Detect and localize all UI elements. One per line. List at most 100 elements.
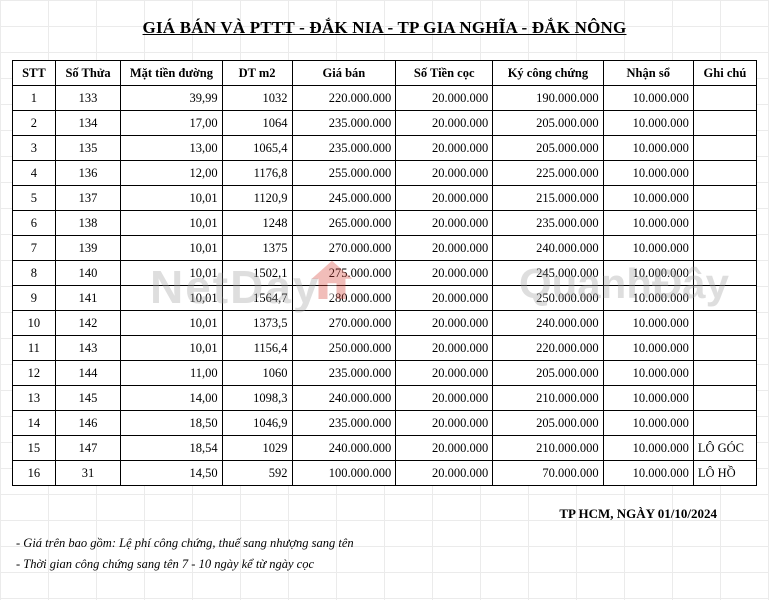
cell-mt: 10,01: [121, 211, 222, 236]
col-header-gia: Giá bán: [292, 61, 396, 86]
table-body: 113339,991032220.000.00020.000.000190.00…: [13, 86, 757, 486]
cell-stt: 16: [13, 461, 56, 486]
cell-dt: 1502,1: [222, 261, 292, 286]
cell-ghi: [693, 136, 756, 161]
table-row: 914110,011564,7280.000.00020.000.000250.…: [13, 286, 757, 311]
cell-nhan: 10.000.000: [603, 161, 693, 186]
cell-ghi: [693, 236, 756, 261]
cell-ghi: [693, 336, 756, 361]
table-row: 1414618,501046,9235.000.00020.000.000205…: [13, 411, 757, 436]
cell-gia: 100.000.000: [292, 461, 396, 486]
table-row: 1214411,001060235.000.00020.000.000205.0…: [13, 361, 757, 386]
cell-nhan: 10.000.000: [603, 136, 693, 161]
cell-thua: 31: [55, 461, 120, 486]
cell-coc: 20.000.000: [396, 161, 493, 186]
col-header-nhan: Nhận sổ: [603, 61, 693, 86]
cell-mt: 17,00: [121, 111, 222, 136]
content-area: GIÁ BÁN VÀ PTTT - ĐẮK NIA - TP GIA NGHĨA…: [0, 0, 769, 572]
cell-nhan: 10.000.000: [603, 236, 693, 261]
cell-mt: 14,00: [121, 386, 222, 411]
price-table: STT Số Thửa Mặt tiền đường DT m2 Giá bán…: [12, 60, 757, 486]
cell-nhan: 10.000.000: [603, 111, 693, 136]
cell-coc: 20.000.000: [396, 311, 493, 336]
cell-mt: 18,54: [121, 436, 222, 461]
cell-mt: 39,99: [121, 86, 222, 111]
cell-mt: 10,01: [121, 286, 222, 311]
cell-dt: 1060: [222, 361, 292, 386]
cell-nhan: 10.000.000: [603, 311, 693, 336]
col-header-stt: STT: [13, 61, 56, 86]
cell-gia: 235.000.000: [292, 136, 396, 161]
cell-thua: 134: [55, 111, 120, 136]
cell-coc: 20.000.000: [396, 111, 493, 136]
cell-stt: 12: [13, 361, 56, 386]
cell-nhan: 10.000.000: [603, 336, 693, 361]
cell-dt: 1032: [222, 86, 292, 111]
cell-mt: 10,01: [121, 186, 222, 211]
cell-nhan: 10.000.000: [603, 361, 693, 386]
page-title: GIÁ BÁN VÀ PTTT - ĐẮK NIA - TP GIA NGHĨA…: [12, 18, 757, 38]
cell-dt: 1120,9: [222, 186, 292, 211]
cell-dt: 1046,9: [222, 411, 292, 436]
table-row: 113339,991032220.000.00020.000.000190.00…: [13, 86, 757, 111]
cell-dt: 1375: [222, 236, 292, 261]
cell-stt: 1: [13, 86, 56, 111]
cell-kcc: 70.000.000: [493, 461, 603, 486]
table-row: 213417,001064235.000.00020.000.000205.00…: [13, 111, 757, 136]
cell-stt: 4: [13, 161, 56, 186]
cell-ghi: [693, 111, 756, 136]
cell-stt: 9: [13, 286, 56, 311]
cell-coc: 20.000.000: [396, 136, 493, 161]
notes-block: - Giá trên bao gồm: Lệ phí công chứng, t…: [12, 536, 757, 572]
cell-coc: 20.000.000: [396, 261, 493, 286]
cell-stt: 3: [13, 136, 56, 161]
cell-ghi: [693, 411, 756, 436]
cell-coc: 20.000.000: [396, 436, 493, 461]
cell-kcc: 215.000.000: [493, 186, 603, 211]
col-header-mt: Mặt tiền đường: [121, 61, 222, 86]
cell-stt: 7: [13, 236, 56, 261]
cell-thua: 141: [55, 286, 120, 311]
cell-ghi: [693, 186, 756, 211]
cell-ghi: [693, 86, 756, 111]
cell-thua: 144: [55, 361, 120, 386]
cell-mt: 13,00: [121, 136, 222, 161]
cell-nhan: 10.000.000: [603, 386, 693, 411]
cell-stt: 14: [13, 411, 56, 436]
table-row: 1514718,541029240.000.00020.000.000210.0…: [13, 436, 757, 461]
cell-thua: 145: [55, 386, 120, 411]
cell-ghi: LÔ GÓC: [693, 436, 756, 461]
table-row: 814010,011502,1275.000.00020.000.000245.…: [13, 261, 757, 286]
cell-stt: 11: [13, 336, 56, 361]
cell-thua: 133: [55, 86, 120, 111]
cell-stt: 10: [13, 311, 56, 336]
cell-gia: 270.000.000: [292, 236, 396, 261]
cell-ghi: [693, 386, 756, 411]
table-row: 1114310,011156,4250.000.00020.000.000220…: [13, 336, 757, 361]
cell-nhan: 10.000.000: [603, 461, 693, 486]
cell-gia: 240.000.000: [292, 386, 396, 411]
table-row: 1014210,011373,5270.000.00020.000.000240…: [13, 311, 757, 336]
cell-coc: 20.000.000: [396, 286, 493, 311]
cell-coc: 20.000.000: [396, 361, 493, 386]
note-line: - Giá trên bao gồm: Lệ phí công chứng, t…: [16, 536, 757, 551]
cell-dt: 1176,8: [222, 161, 292, 186]
cell-coc: 20.000.000: [396, 186, 493, 211]
cell-gia: 265.000.000: [292, 211, 396, 236]
cell-mt: 10,01: [121, 261, 222, 286]
cell-kcc: 220.000.000: [493, 336, 603, 361]
cell-mt: 10,01: [121, 336, 222, 361]
cell-kcc: 240.000.000: [493, 311, 603, 336]
cell-ghi: [693, 211, 756, 236]
cell-kcc: 250.000.000: [493, 286, 603, 311]
cell-stt: 8: [13, 261, 56, 286]
cell-dt: 1064: [222, 111, 292, 136]
cell-dt: 1373,5: [222, 311, 292, 336]
cell-mt: 18,50: [121, 411, 222, 436]
cell-nhan: 10.000.000: [603, 286, 693, 311]
note-line: - Thời gian công chứng sang tên 7 - 10 n…: [16, 557, 757, 572]
cell-gia: 270.000.000: [292, 311, 396, 336]
cell-dt: 1098,3: [222, 386, 292, 411]
cell-ghi: [693, 286, 756, 311]
table-row: 163114,50592100.000.00020.000.00070.000.…: [13, 461, 757, 486]
